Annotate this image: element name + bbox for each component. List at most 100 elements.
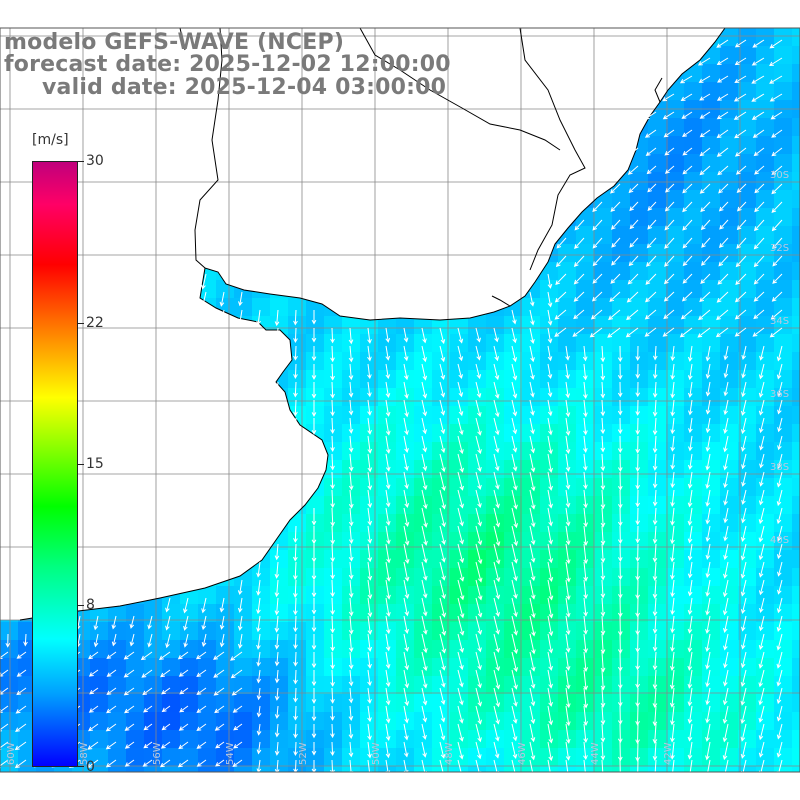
wind-speed-cell [432,478,451,497]
wind-speed-cell [756,568,775,587]
wind-speed-cell [738,478,757,497]
wind-arrow [759,453,765,469]
wind-arrow [670,435,676,452]
wind-arrow [740,687,747,706]
wind-arrow [681,111,693,119]
wind-speed-cell [666,568,685,587]
wind-speed-cell [648,460,667,479]
wind-arrow [734,75,747,84]
wind-arrow [493,381,500,399]
wind-arrow [348,687,354,704]
wind-speed-cell [378,658,397,677]
wind-speed-cell [486,568,505,587]
wind-speed-cell [630,226,649,245]
wind-arrow [511,471,518,491]
wind-speed-cell [396,334,415,353]
wind-arrow [717,165,729,176]
wind-speed-cell [648,298,667,317]
wind-arrow [106,705,117,714]
wind-speed-cell [738,352,757,371]
wind-speed-cell [432,496,451,515]
wind-arrow [201,615,207,631]
wind-arrow [475,705,482,725]
wind-arrow [753,237,765,250]
wind-speed-cell [792,658,800,677]
wind-speed-cell [396,748,415,767]
latitude-label: 38S [770,462,789,473]
wind-arrow [106,669,117,677]
wind-arrow [617,579,623,599]
wind-speed-cell [720,730,739,749]
wind-arrow [367,579,373,600]
wind-speed-cell [720,712,739,731]
wind-arrow [385,525,391,545]
wind-arrow [511,435,518,453]
wind-speed-cell [342,748,361,767]
wind-arrow [330,687,335,704]
wind-speed-cell [396,532,415,551]
wind-speed-cell [468,424,487,443]
colorbar-tick-label: 22 [86,314,104,331]
wind-arrow [554,309,567,320]
wind-speed-cell [432,712,451,731]
wind-arrow [574,237,585,249]
wind-arrow [403,705,409,724]
wind-arrow [583,705,589,727]
wind-arrow [367,759,372,777]
wind-arrow [330,327,335,344]
wind-speed-cell [648,136,667,155]
wind-arrow [16,669,27,677]
wind-arrow [687,561,693,579]
wind-arrow [274,327,280,344]
wind-arrow [421,723,427,740]
wind-arrow [511,705,518,724]
wind-speed-cell [702,658,721,677]
wind-speed-cell [540,406,559,425]
longitude-label: 50W [371,742,382,765]
wind-speed-cell [684,622,703,641]
wind-speed-cell [612,766,631,772]
wind-speed-cell [378,370,397,389]
wind-arrow [348,363,354,381]
wind-arrow [367,543,373,563]
wind-speed-cell [558,532,577,551]
wind-speed-cell [306,658,325,677]
wind-speed-cell [792,730,800,749]
wind-arrow [582,435,588,453]
wind-speed-cell [288,568,307,587]
wind-speed-cell [648,676,667,695]
wind-arrow [770,111,783,120]
wind-speed-cell [252,568,271,587]
wind-speed-cell [666,352,685,371]
wind-arrow [565,507,571,527]
wind-arrow [705,705,711,724]
wind-arrow [735,273,747,286]
wind-speed-cell [774,244,793,263]
wind-arrow [475,381,482,399]
wind-speed-cell [450,640,469,659]
wind-arrow [617,435,623,454]
wind-arrow [627,165,639,175]
wind-speed-cell [630,280,649,299]
wind-speed-cell [522,604,541,623]
wind-arrow [493,399,500,418]
wind-speed-cell [774,136,793,155]
wind-speed-cell [504,712,523,731]
wind-speed-cell [558,370,577,389]
wind-speed-cell [792,604,800,623]
wind-arrow [733,93,747,102]
wind-speed-cell [612,244,631,263]
wind-arrow [348,399,354,416]
wind-speed-cell [774,424,793,443]
wind-speed-cell [630,550,649,569]
wind-arrow [652,705,658,727]
wind-speed-cell [702,550,721,569]
wind-arrow [652,525,658,544]
wind-speed-cell [792,640,800,659]
wind-arrow [610,219,621,230]
wind-speed-cell [234,766,253,772]
wind-arrow [740,399,747,416]
wind-arrow [635,453,641,473]
wind-arrow [753,273,765,285]
wind-arrow [700,201,711,213]
